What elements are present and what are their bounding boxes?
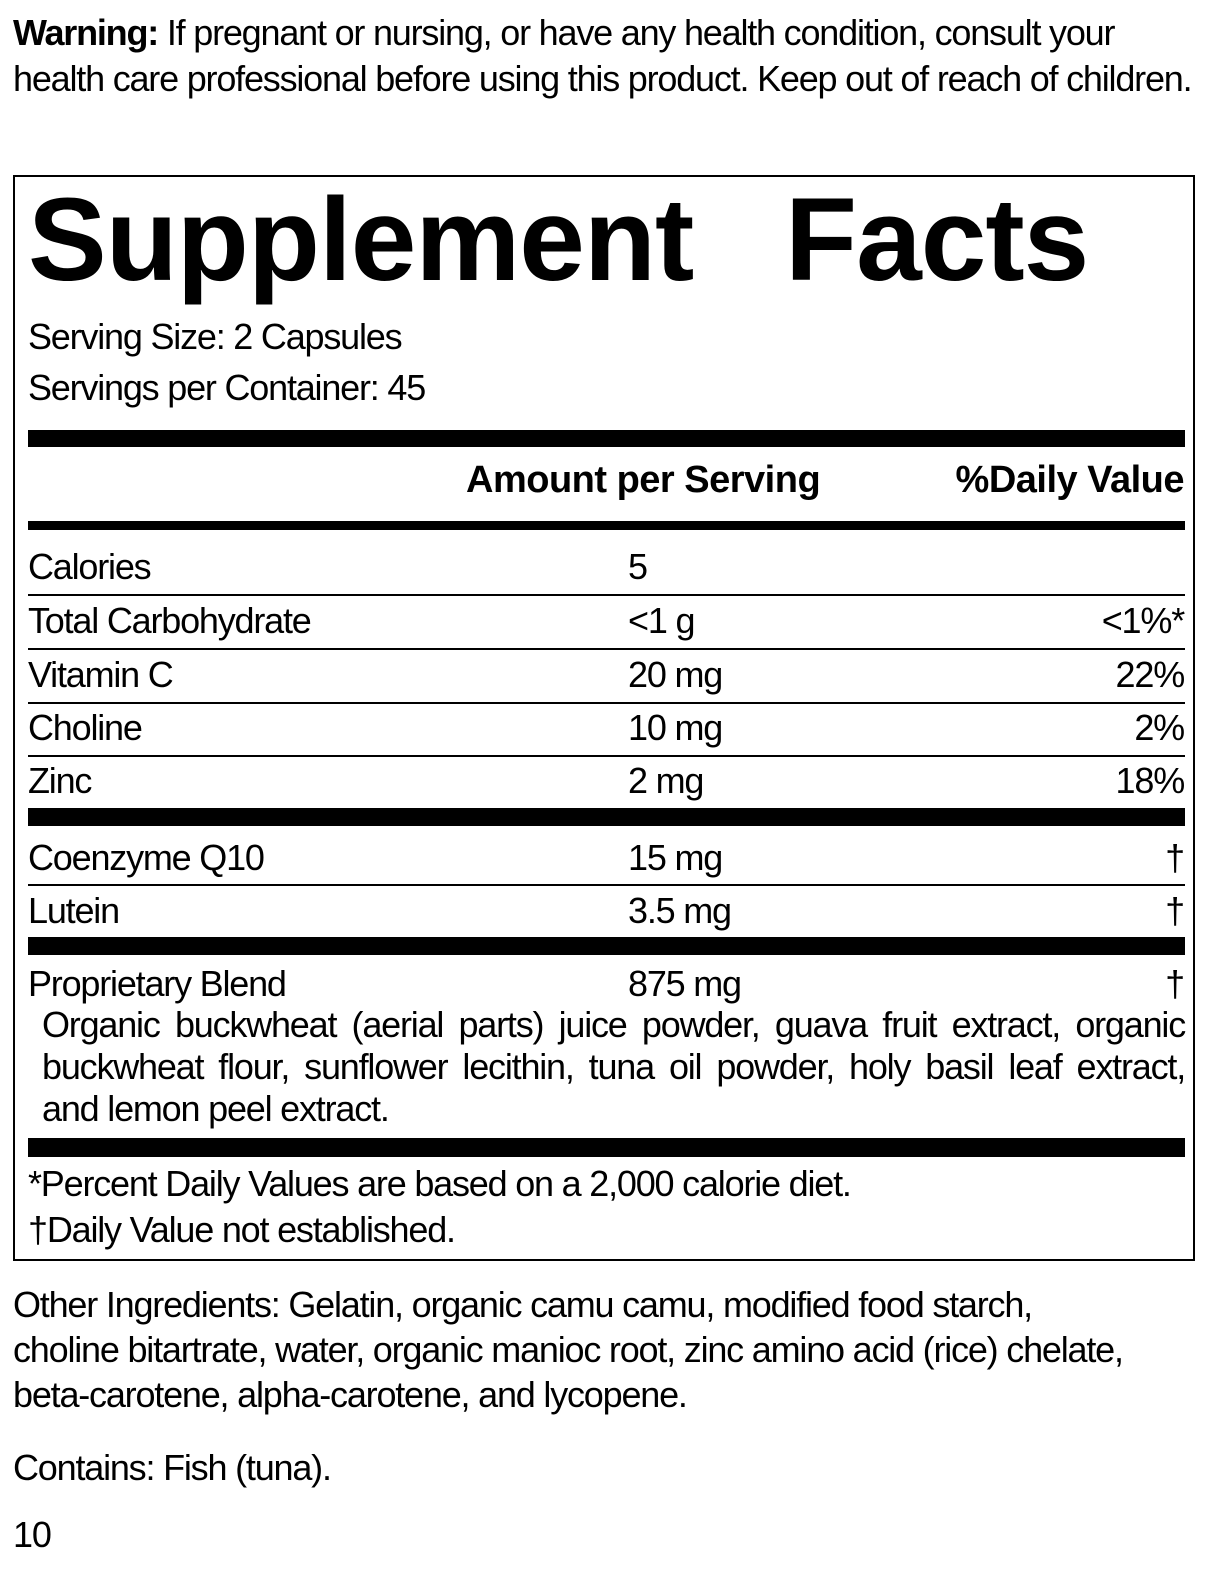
header-amount: Amount per Serving <box>466 459 821 501</box>
divider-thin <box>28 755 1185 757</box>
serving-size: Serving Size: 2 Capsules <box>28 316 403 357</box>
divider-thick <box>28 430 1185 447</box>
blend-description: Organic buckwheat (aerial parts) juice p… <box>42 1004 1186 1129</box>
row-dv: 22% <box>1115 654 1186 695</box>
row-amount: 15 mg <box>628 837 723 878</box>
divider-thin <box>28 594 1185 596</box>
row-dv: † <box>1165 837 1185 878</box>
row-amount: <1 g <box>628 600 695 641</box>
row-name: Vitamin C <box>28 654 174 695</box>
allergen-statement: Contains: Fish (tuna). <box>13 1447 332 1488</box>
divider-thin <box>28 648 1185 650</box>
footnote-daily-values: *Percent Daily Values are based on a 2,0… <box>28 1163 852 1204</box>
warning-body: If pregnant or nursing, or have any heal… <box>13 12 1193 99</box>
panel-title: Supplement Facts <box>28 174 1089 306</box>
row-name: Zinc <box>28 760 92 801</box>
servings-per-container: Servings per Container: 45 <box>28 367 426 408</box>
row-amount: 2 mg <box>628 760 704 801</box>
row-amount: 20 mg <box>628 654 723 695</box>
warning-text: Warning: If pregnant or nursing, or have… <box>13 10 1203 102</box>
row-name: Total Carbohydrate <box>28 600 312 641</box>
supplement-facts-panel <box>13 175 1195 1261</box>
row-dv: 18% <box>1115 760 1186 801</box>
row-dv: † <box>1165 963 1185 1004</box>
row-amount: 10 mg <box>628 707 723 748</box>
footnote-dagger: †Daily Value not established. <box>28 1209 456 1250</box>
row-amount: 3.5 mg <box>628 890 732 931</box>
divider-thick <box>28 937 1185 955</box>
row-dv: 2% <box>1134 707 1185 748</box>
row-name: Lutein <box>28 890 120 931</box>
row-dv: <1%* <box>1101 600 1185 641</box>
other-ingredients: Other Ingredients: Gelatin, organic camu… <box>13 1284 1124 1415</box>
row-amount: 5 <box>628 546 648 587</box>
row-dv: † <box>1165 890 1185 931</box>
row-name: Proprietary Blend <box>28 963 287 1004</box>
divider-thin <box>28 702 1185 704</box>
divider-thick <box>28 808 1185 826</box>
row-name: Calories <box>28 546 152 587</box>
divider-thick <box>28 1138 1185 1157</box>
row-amount: 875 mg <box>628 963 742 1004</box>
row-name: Coenzyme Q10 <box>28 837 265 878</box>
page-number: 10 <box>13 1514 52 1555</box>
divider-thin <box>28 884 1185 886</box>
divider-medium <box>28 521 1185 530</box>
header-daily-value: %Daily Value <box>955 459 1185 501</box>
row-name: Choline <box>28 707 143 748</box>
warning-label: Warning: <box>13 12 159 53</box>
